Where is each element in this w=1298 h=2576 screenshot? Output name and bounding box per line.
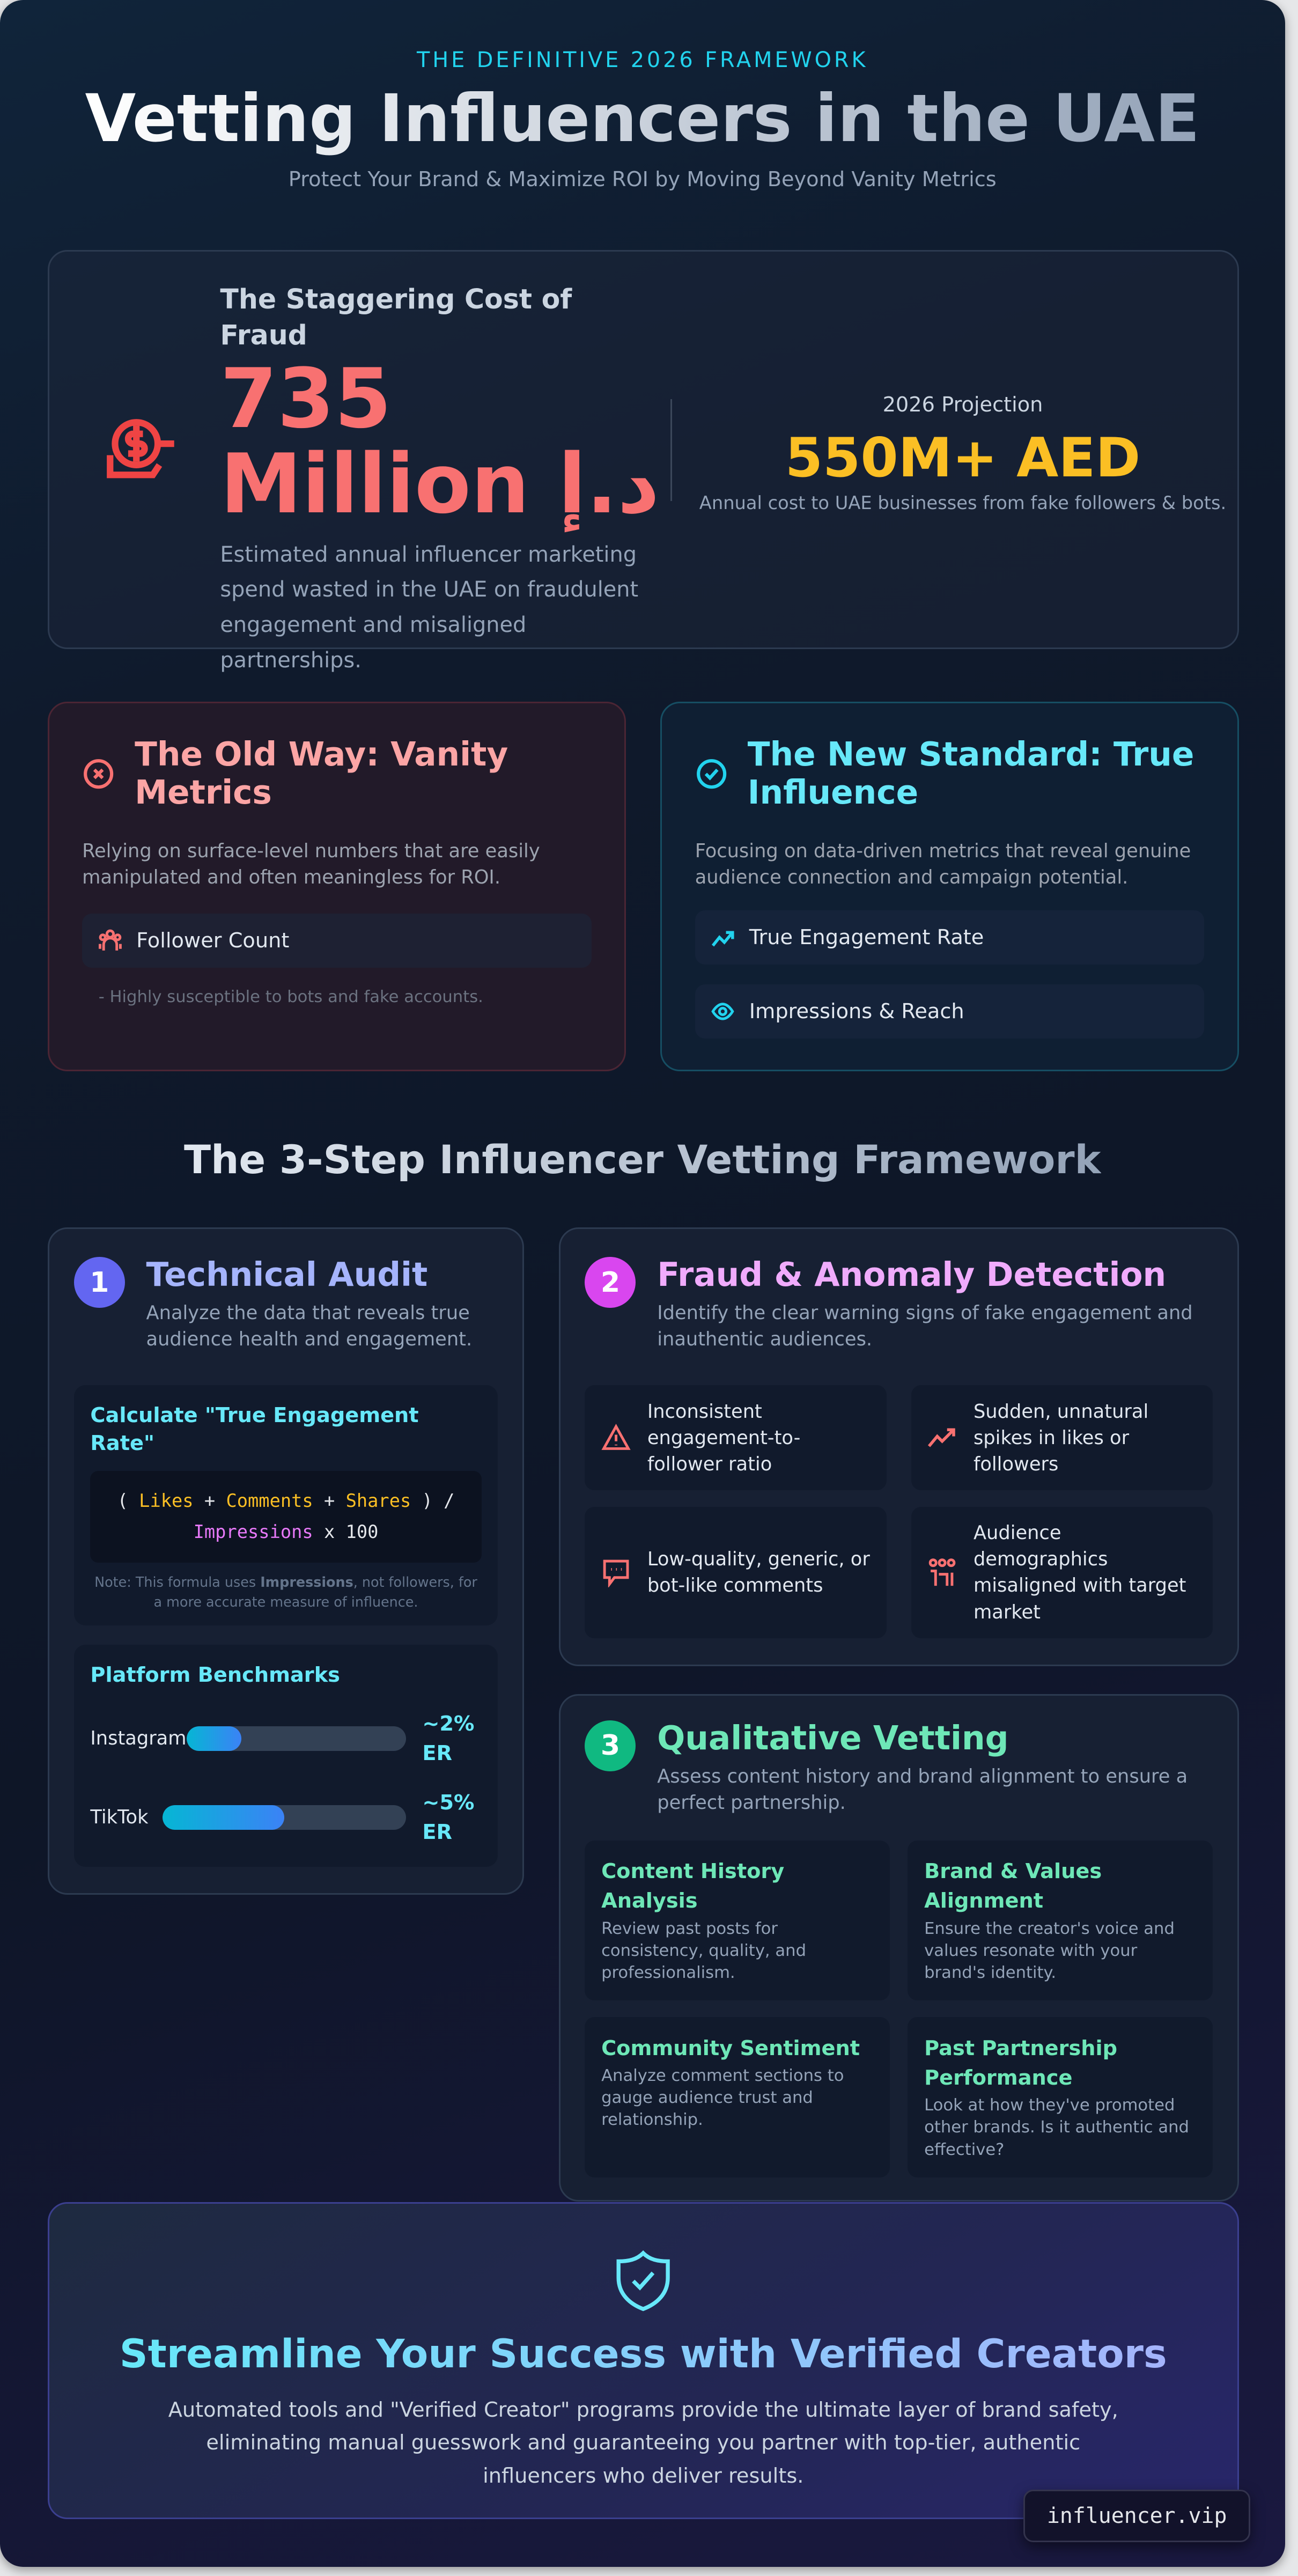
platform-label: Instagram bbox=[90, 1727, 187, 1750]
demographics-icon bbox=[928, 1558, 956, 1586]
fraud-cost-card: The Staggering Cost of Fraud 735 Million… bbox=[47, 249, 1239, 673]
step-title: Fraud & Anomaly Detection bbox=[657, 1256, 1167, 1294]
metric-label: True Engagement Rate bbox=[749, 925, 984, 950]
check-circle-icon bbox=[696, 759, 726, 789]
new-standard-card: The New Standard: True Influence Focusin… bbox=[660, 702, 1239, 1072]
step-number: 3 bbox=[585, 1720, 636, 1771]
old-way-title: The Old Way: Vanity Metrics bbox=[135, 735, 508, 812]
projection-value: 550M+ AED bbox=[785, 426, 1141, 490]
benchmark-value: ~5% ER bbox=[422, 1790, 475, 1844]
step-title: Technical Audit bbox=[146, 1256, 428, 1294]
vetting-item: Content History Analysis Review past post… bbox=[585, 1840, 890, 2001]
platform-benchmarks: Platform Benchmarks Instagram ~2% ER Tik… bbox=[73, 1645, 498, 1867]
money-fraud-icon bbox=[107, 419, 174, 479]
calc-title: Calculate "True Engagement Rate" bbox=[90, 1403, 419, 1455]
warning-flag: Low-quality, generic, or bot-like commen… bbox=[585, 1506, 887, 1639]
vetting-item: Past Partnership Performance Look at how … bbox=[908, 2016, 1213, 2177]
subtitle: Protect Your Brand & Maximize ROI by Mov… bbox=[288, 167, 997, 192]
divider bbox=[670, 399, 672, 502]
site-badge[interactable]: influencer.vip bbox=[1023, 2489, 1251, 2542]
metric-follower-count: Follower Count bbox=[82, 914, 592, 968]
metric-label: Follower Count bbox=[136, 929, 290, 953]
step-fraud-detection: 2 Fraud & Anomaly Detection Identify the… bbox=[558, 1227, 1239, 1667]
old-way-note: - Highly susceptible to bots and fake ac… bbox=[98, 987, 483, 1006]
new-standard-title: The New Standard: True Influence bbox=[747, 735, 1194, 812]
step-number: 2 bbox=[585, 1257, 636, 1308]
step-title: Qualitative Vetting bbox=[657, 1719, 1009, 1757]
vetting-item: Brand & Values Alignment Ensure the creat… bbox=[908, 1840, 1213, 2001]
formula-note: Note: This formula uses Impressions, not… bbox=[94, 1574, 477, 1610]
projection-label: 2026 Projection bbox=[882, 393, 1043, 417]
benchmark-row-instagram: Instagram ~2% ER bbox=[90, 1709, 481, 1768]
trending-up-icon bbox=[712, 931, 734, 947]
shield-check-icon bbox=[616, 2250, 670, 2311]
warning-flag: Audience demographics misaligned with ta… bbox=[911, 1506, 1213, 1639]
step-description: Identify the clear warning signs of fake… bbox=[657, 1301, 1193, 1350]
cost-amount: 735 Million د.إ bbox=[220, 351, 660, 532]
old-way-card: The Old Way: Vanity Metrics Relying on s… bbox=[47, 702, 626, 1072]
benchmark-bar bbox=[163, 1805, 406, 1830]
benchmark-fill bbox=[163, 1805, 284, 1830]
steps-right-column: 2 Fraud & Anomaly Detection Identify the… bbox=[558, 1227, 1239, 2202]
benchmark-bar bbox=[186, 1726, 406, 1751]
platform-label: TikTok bbox=[90, 1806, 149, 1829]
new-standard-description: Focusing on data-driven metrics that rev… bbox=[695, 840, 1191, 889]
projection-subtext: Annual cost to UAE businesses from fake … bbox=[699, 492, 1227, 513]
users-icon bbox=[98, 929, 122, 951]
step-qualitative-vetting: 3 Qualitative Vetting Assess content his… bbox=[558, 1694, 1239, 2202]
engagement-calculator: Calculate "True Engagement Rate" ( Likes… bbox=[73, 1385, 498, 1625]
step-number: 1 bbox=[73, 1257, 125, 1308]
benchmark-row-tiktok: TikTok ~5% ER bbox=[90, 1788, 481, 1847]
comment-icon bbox=[603, 1559, 629, 1588]
old-way-description: Relying on surface-level numbers that ar… bbox=[82, 840, 540, 889]
metric-true-engagement-rate: True Engagement Rate bbox=[695, 910, 1205, 965]
metric-impressions-reach: Impressions & Reach bbox=[695, 984, 1205, 1039]
benchmark-value: ~2% ER bbox=[422, 1711, 475, 1765]
engagement-formula: ( Likes + Comments + Shares ) / Impressio… bbox=[90, 1470, 482, 1563]
kicker: THE DEFINITIVE 2026 FRAMEWORK bbox=[417, 47, 868, 72]
step-description: Assess content history and brand alignme… bbox=[657, 1765, 1188, 1814]
framework-title: The 3-Step Influencer Vetting Framework bbox=[184, 1134, 1101, 1187]
eye-icon bbox=[711, 1003, 734, 1020]
cta-description: Automated tools and "Verified Creator" p… bbox=[168, 2398, 1118, 2488]
cta-card: Streamline Your Success with Verified Cr… bbox=[47, 2202, 1239, 2520]
vetting-item: Community Sentiment Analyze comment secti… bbox=[585, 2016, 890, 2177]
cta-title: Streamline Your Success with Verified Cr… bbox=[119, 2331, 1167, 2378]
page-title: Vetting Influencers in the UAE bbox=[85, 79, 1200, 158]
benchmark-fill bbox=[186, 1726, 241, 1751]
cost-heading: The Staggering Cost of Fraud bbox=[220, 283, 572, 351]
cost-description: Estimated annual influencer marketing sp… bbox=[220, 542, 639, 673]
warning-flag: Sudden, unnatural spikes in likes or fol… bbox=[911, 1385, 1213, 1491]
step-description: Analyze the data that reveals true audie… bbox=[146, 1301, 473, 1350]
step-technical-audit: 1 Technical Audit Analyze the data that … bbox=[47, 1227, 525, 1895]
warning-icon bbox=[601, 1423, 631, 1450]
metric-label: Impressions & Reach bbox=[749, 999, 964, 1024]
bench-title: Platform Benchmarks bbox=[90, 1662, 340, 1687]
x-circle-icon bbox=[84, 759, 114, 789]
spike-chart-icon bbox=[928, 1428, 955, 1447]
warning-flag: Inconsistent engagement-to-follower rati… bbox=[585, 1385, 887, 1491]
